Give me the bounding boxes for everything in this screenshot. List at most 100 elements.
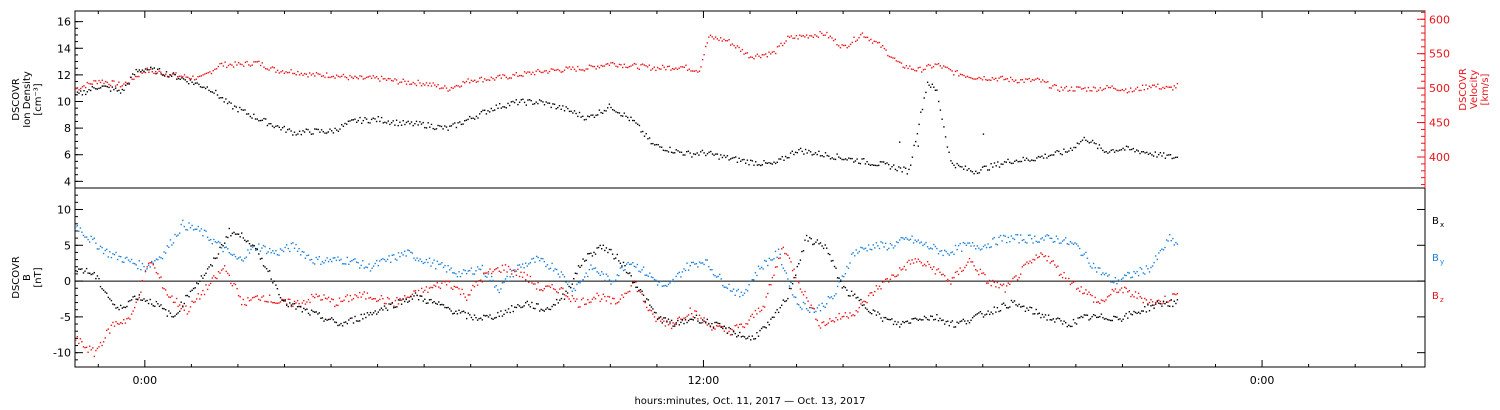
bx-series-point	[124, 306, 127, 309]
y-right-label-line: DSCOVR	[1458, 68, 1469, 111]
velocity-series-point	[1077, 86, 1079, 88]
bz-series-point	[672, 322, 674, 324]
bx-series-point	[750, 339, 752, 341]
bx-series-point	[562, 293, 564, 295]
by-series-point	[343, 263, 345, 265]
by-series-point	[397, 252, 400, 254]
by-series-point	[428, 257, 431, 259]
bz-series-point	[954, 271, 957, 274]
bz-series-point	[379, 298, 381, 301]
density-series-point	[679, 151, 681, 153]
bx-series-point	[719, 322, 721, 325]
by-series-point	[1077, 245, 1079, 247]
bx-series-point	[419, 295, 421, 297]
bx-series-point	[259, 258, 262, 260]
density-series-point	[249, 115, 251, 118]
velocity-series-point	[709, 34, 712, 36]
by-series-point	[652, 276, 654, 279]
bx-series-point	[978, 312, 980, 314]
velocity-series-point	[1150, 86, 1152, 89]
bz-series-point	[172, 301, 175, 303]
velocity-series-point	[266, 68, 269, 70]
bz-series-point	[196, 298, 198, 300]
density-series-point	[687, 150, 690, 152]
velocity-series-point	[492, 77, 494, 80]
by-series-point	[1085, 251, 1087, 254]
velocity-series-point	[412, 81, 414, 84]
by-series-point	[905, 236, 907, 239]
bz-series-point	[869, 292, 871, 294]
velocity-series-point	[369, 75, 371, 77]
density-series-point	[828, 155, 830, 157]
bz-series-point	[770, 284, 772, 286]
bz-series-point	[404, 295, 406, 297]
velocity-series-point	[420, 85, 423, 87]
velocity-series-point	[246, 60, 248, 63]
density-series-point	[753, 164, 755, 166]
density-series-point	[76, 91, 79, 93]
density-series-point	[1117, 150, 1119, 152]
bx-series-point	[495, 316, 497, 319]
bx-series-point	[1176, 299, 1179, 301]
bx-series-point	[272, 282, 274, 284]
by-series-point	[321, 261, 324, 263]
bx-series-point	[618, 260, 620, 262]
bx-series-point	[937, 320, 940, 322]
velocity-series-point	[953, 74, 955, 76]
density-series-point	[392, 120, 394, 122]
density-series-point	[283, 125, 285, 128]
bz-series-point	[355, 295, 358, 297]
bx-series-point	[355, 320, 358, 322]
density-series-point	[545, 101, 547, 103]
bz-series-point	[937, 268, 940, 270]
by-series-point	[1075, 243, 1078, 245]
by-series-point	[674, 280, 676, 283]
bx-series-point	[1007, 307, 1009, 309]
by-series-point	[312, 262, 314, 264]
by-series-point	[945, 250, 947, 253]
by-series-point	[886, 249, 888, 251]
bz-series-point	[329, 301, 331, 303]
by-series-point	[483, 273, 485, 275]
by-series-point	[951, 251, 954, 253]
bz-series-point	[1153, 304, 1155, 306]
by-series-point	[774, 250, 777, 253]
density-series-point	[823, 156, 825, 158]
velocity-series-point	[814, 34, 816, 36]
by-series-point	[255, 249, 257, 251]
density-series-point	[588, 116, 591, 118]
bz-series-point	[1156, 299, 1158, 302]
bx-series-point	[102, 289, 105, 291]
bz-series-point	[765, 296, 767, 298]
bz-series-point	[982, 272, 985, 274]
density-series-point	[632, 119, 634, 122]
bz-series-point	[1049, 262, 1051, 264]
density-series-point	[691, 156, 693, 158]
bx-series-point	[864, 307, 867, 309]
by-series-point	[447, 265, 449, 267]
bz-series-point	[346, 294, 348, 296]
density-series-point	[548, 102, 551, 104]
density-series-point	[672, 152, 674, 154]
density-series-point	[796, 152, 798, 154]
panel-1-frame	[74, 10, 1426, 189]
bx-series-point	[1103, 318, 1106, 320]
bz-series-point	[382, 298, 384, 300]
by-series-point	[768, 257, 770, 260]
velocity-series-point	[782, 44, 784, 47]
bz-series-point	[315, 293, 317, 295]
bx-series-point	[1089, 318, 1092, 320]
bz-series-point	[593, 296, 595, 299]
bz-series-point	[197, 293, 199, 295]
by-series-point	[976, 245, 978, 247]
bx-series-point	[926, 318, 929, 321]
bx-series-point	[262, 265, 265, 267]
bx-series-point	[1097, 316, 1099, 318]
bz-series-point	[1013, 276, 1016, 278]
bx-series-point	[314, 311, 316, 313]
bz-series-point	[222, 268, 224, 270]
velocity-series-point	[1136, 86, 1139, 88]
bz-series-point	[383, 302, 386, 305]
bz-series-point	[604, 295, 606, 298]
bx-series-point	[431, 302, 434, 304]
